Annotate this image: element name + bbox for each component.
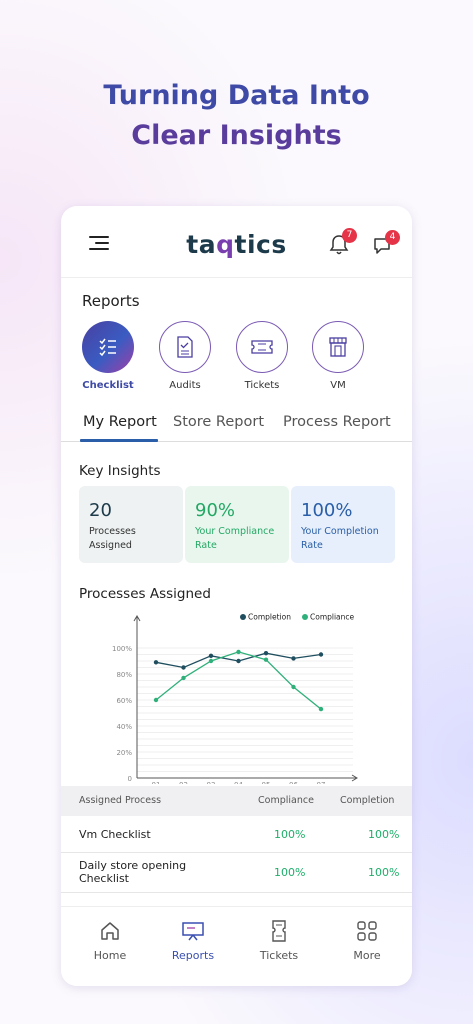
data-point-compliance	[263, 657, 269, 662]
active-tab-indicator	[80, 439, 158, 442]
app-header: taqtics 7 4	[61, 206, 412, 278]
column-header-compliance: Compliance	[258, 795, 314, 806]
category-tickets[interactable]: Tickets	[232, 321, 292, 391]
category-label: Tickets	[244, 380, 280, 391]
x-tick-label: 06	[289, 781, 298, 784]
legend-marker	[240, 614, 246, 620]
nav-reports[interactable]: Reports	[158, 919, 228, 962]
data-point-compliance	[208, 658, 214, 664]
nav-home[interactable]: Home	[75, 919, 145, 962]
data-point-compliance	[236, 649, 241, 655]
column-header-process: Assigned Process	[79, 795, 162, 806]
phone-screen: taqtics 7 4 Reports Checklist Audits Tic…	[61, 206, 412, 986]
x-tick-label: 05	[262, 781, 271, 784]
insight-card-compliance: 90% Your Compliance Rate	[185, 486, 289, 563]
data-point-compliance	[181, 675, 186, 681]
key-insights-title: Key Insights	[79, 463, 161, 479]
legend-marker	[302, 614, 308, 620]
nav-more[interactable]: More	[332, 919, 402, 962]
category-audits[interactable]: Audits	[155, 321, 215, 391]
x-tick-label: 04	[234, 781, 243, 784]
bottom-navigation: Home Reports Tickets More	[61, 906, 412, 986]
processes-line-chart: 0 20% 40% 60% 80% 100% 01 02 03 04 05 06 07 Completio…	[112, 613, 358, 784]
tab-store-report[interactable]: Store Report	[173, 414, 265, 430]
menu-icon[interactable]	[89, 236, 109, 250]
table-row[interactable]: Vm Checklist 100% 100%	[61, 816, 412, 853]
nav-tickets[interactable]: Tickets	[244, 919, 314, 962]
insight-value: 20	[89, 500, 112, 521]
insight-label: Processes Assigned	[89, 526, 136, 551]
notifications-badge: 7	[342, 228, 357, 243]
y-tick-label: 0	[128, 775, 132, 783]
table-header: Assigned Process Compliance Completion	[61, 786, 412, 816]
data-point-completion	[291, 656, 296, 661]
completion-value: 100%	[368, 828, 400, 841]
category-label: Audits	[169, 380, 201, 391]
insight-card-completion: 100% Your Completion Rate	[291, 486, 395, 563]
grid-more-icon	[332, 919, 402, 943]
compliance-value: 100%	[274, 828, 306, 841]
completion-value: 100%	[368, 866, 400, 879]
y-tick-label: 80%	[116, 671, 132, 679]
x-tick-label: 02	[179, 781, 188, 784]
home-icon	[75, 919, 145, 943]
category-label: VM	[330, 380, 346, 391]
y-tick-label: 20%	[116, 749, 132, 757]
insight-label: Your Compliance Rate	[195, 526, 275, 551]
nav-label: Home	[93, 949, 127, 962]
x-tick-label: 03	[207, 781, 216, 784]
insight-value: 100%	[301, 500, 353, 521]
data-point-compliance	[291, 684, 296, 690]
category-vm[interactable]: VM	[308, 321, 368, 391]
category-checklist[interactable]: Checklist	[78, 321, 138, 391]
insight-card-processes: 20 Processes Assigned	[79, 486, 183, 563]
notifications-bell-icon[interactable]: 7	[329, 228, 357, 256]
reports-title: Reports	[82, 292, 140, 310]
process-name: Daily store opening Checklist	[79, 859, 187, 885]
nav-label: More	[353, 949, 381, 962]
y-tick-label: 100%	[112, 645, 132, 653]
data-point-completion	[153, 660, 159, 665]
headline-line-1: Turning Data Into	[103, 80, 370, 111]
insight-label: Your Completion Rate	[301, 526, 379, 551]
nav-label: Tickets	[259, 949, 299, 962]
data-point-completion	[263, 651, 269, 656]
chat-icon[interactable]: 4	[372, 230, 400, 256]
data-point-completion	[236, 658, 241, 664]
category-label: Checklist	[82, 380, 134, 391]
report-tabs: My Report Store Report Process Report	[61, 414, 412, 442]
reports-presentation-icon	[158, 919, 228, 943]
tab-process-report[interactable]: Process Report	[283, 414, 391, 430]
x-axis-arrow	[351, 774, 358, 782]
data-point-compliance	[153, 697, 159, 703]
ticket-icon	[236, 321, 288, 373]
y-tick-label: 60%	[116, 697, 132, 705]
storefront-icon	[312, 321, 364, 373]
x-tick-label: 07	[317, 781, 326, 784]
y-tick-label: 40%	[116, 723, 132, 731]
data-point-completion	[208, 653, 214, 658]
headline-line-2: Clear Insights	[131, 120, 342, 151]
data-point-completion	[318, 652, 324, 657]
processes-assigned-title: Processes Assigned	[79, 586, 211, 602]
checklist-icon	[82, 321, 134, 373]
nav-label: Reports	[171, 949, 215, 962]
insight-value: 90%	[195, 500, 236, 521]
app-logo: taqtics	[186, 230, 287, 259]
legend-label: Completion	[248, 613, 291, 622]
compliance-value: 100%	[274, 866, 306, 879]
table-row[interactable]: Daily store opening Checklist 100% 100%	[61, 853, 412, 893]
process-name: Vm Checklist	[79, 828, 151, 841]
legend-label: Compliance	[310, 613, 355, 622]
tab-my-report[interactable]: My Report	[83, 414, 157, 430]
data-point-completion	[181, 665, 186, 670]
headline: Turning Data Into Clear Insights	[0, 76, 473, 156]
x-tick-label: 01	[152, 781, 161, 784]
data-point-compliance	[318, 706, 324, 712]
ticket-icon	[244, 919, 314, 943]
y-axis-arrow	[133, 615, 141, 622]
messages-badge: 4	[385, 230, 400, 245]
audit-document-icon	[159, 321, 211, 373]
column-header-completion: Completion	[340, 795, 395, 806]
